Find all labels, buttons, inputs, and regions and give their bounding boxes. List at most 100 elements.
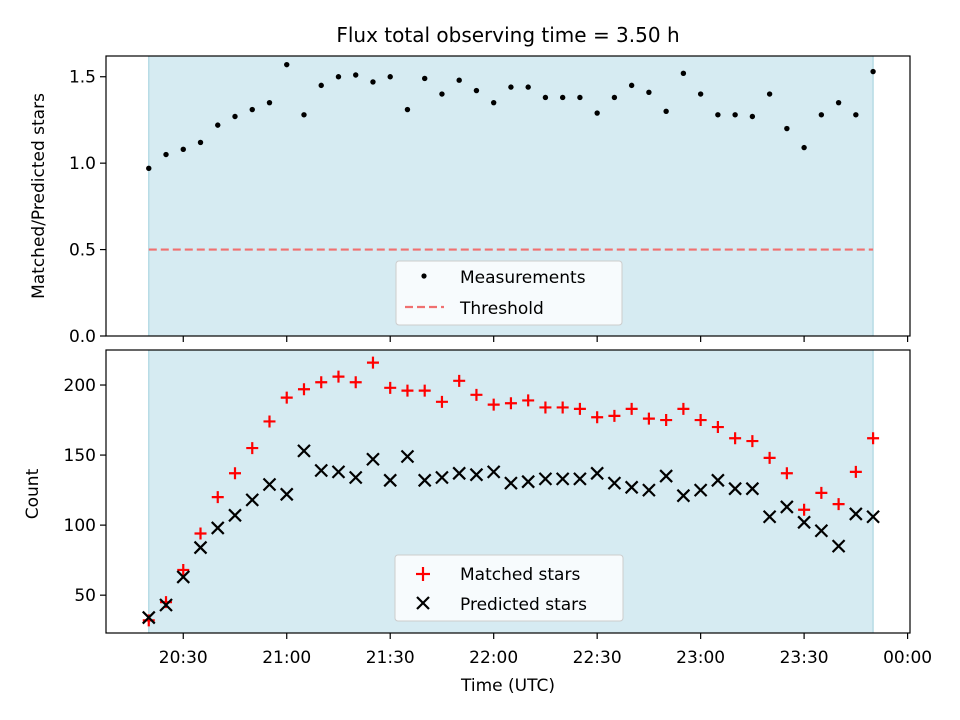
threshold-legend-label: Threshold xyxy=(459,299,544,319)
measurements-point xyxy=(715,112,721,118)
measurements-point xyxy=(197,139,204,146)
predicted-stars-point xyxy=(814,523,829,538)
matched-stars-point xyxy=(194,527,207,540)
matched-stars-point xyxy=(832,498,845,511)
ratio-legend: Measurements Threshold xyxy=(395,260,623,326)
matched-stars-point xyxy=(729,432,742,445)
matched-stars-point xyxy=(228,467,241,480)
ratio-axes-frame xyxy=(105,55,911,337)
matched-stars-legend-label: Matched stars xyxy=(460,565,580,585)
count-marks xyxy=(141,350,880,633)
measurements-point xyxy=(163,151,169,158)
matched-stars-point xyxy=(591,411,604,424)
predicted-stars-legend-marker xyxy=(416,596,430,610)
predicted-stars-point xyxy=(797,515,811,530)
ratio-y-axis-label: Matched/Predicted stars xyxy=(29,93,49,299)
predicted-stars-point xyxy=(607,476,622,490)
measurements-point xyxy=(318,82,324,89)
matched-stars-point xyxy=(746,435,759,448)
matched-stars-point xyxy=(711,421,724,434)
measurements-legend-label: Measurements xyxy=(460,268,586,288)
measurements-point xyxy=(353,72,359,78)
matched-stars-point xyxy=(539,401,552,414)
measurements-point xyxy=(646,89,652,95)
measurements-point xyxy=(215,122,221,128)
measurements-point xyxy=(697,91,704,97)
predicted-stars-point xyxy=(331,465,346,479)
count-y-tick-label: 150 xyxy=(64,446,96,466)
predicted-stars-point xyxy=(297,444,311,458)
predicted-stars-point xyxy=(193,540,208,555)
predicted-stars-point xyxy=(469,467,484,482)
count-x-tick-label: 00:00 xyxy=(883,648,932,668)
predicted-stars-point xyxy=(659,469,673,483)
matched-stars-point xyxy=(849,465,862,478)
ratio-y-tick-label: 1.5 xyxy=(69,68,96,88)
measurements-point xyxy=(853,112,859,118)
matched-stars-point xyxy=(867,432,880,445)
count-y-tick-label: 100 xyxy=(64,516,96,536)
count-x-tick-label: 23:00 xyxy=(676,648,725,668)
predicted-stars-legend-label: Predicted stars xyxy=(460,595,587,615)
ratio-y-ticks: 0.0 0.5 1.0 1.5 xyxy=(69,68,106,347)
predicted-stars-point xyxy=(676,488,691,503)
predicted-stars-point xyxy=(400,449,415,464)
predicted-stars-point xyxy=(279,487,294,502)
measurements-point xyxy=(335,74,342,80)
measurements-point xyxy=(508,84,514,90)
matched-stars-point xyxy=(556,401,569,414)
predicted-stars-point xyxy=(262,477,277,492)
matched-stars-point xyxy=(384,381,397,394)
matched-stars-point xyxy=(263,415,276,428)
matched-stars-point xyxy=(211,491,224,504)
count-panel: 50 100 150 200 20:30 21:00 21:30 22:00 22:30 23:… xyxy=(23,349,932,696)
predicted-stars-point xyxy=(642,483,656,497)
predicted-stars-point xyxy=(573,472,587,486)
measurements-point xyxy=(559,94,566,101)
predicted-stars-point xyxy=(486,465,501,479)
measurements-point xyxy=(284,61,290,68)
measurements-point xyxy=(404,106,411,113)
predicted-stars-point xyxy=(745,481,760,496)
measurements-point xyxy=(387,74,393,80)
measurements-point xyxy=(732,112,738,118)
count-x-tick-label: 20:30 xyxy=(159,648,208,668)
predicted-stars-point xyxy=(159,598,173,612)
predicted-stars-point xyxy=(624,480,639,495)
measurements-point xyxy=(266,99,273,106)
measurements-point xyxy=(439,91,445,97)
count-x-tick-label: 22:00 xyxy=(469,648,518,668)
measurements-point xyxy=(301,112,307,118)
count-x-tick-label: 21:00 xyxy=(262,648,311,668)
measurements-point xyxy=(628,82,635,89)
matched-stars-point xyxy=(642,412,655,425)
matched-stars-point xyxy=(418,384,431,397)
count-x-tick-label: 22:30 xyxy=(573,648,622,668)
count-y-tick-label: 50 xyxy=(74,586,96,606)
measurements-point xyxy=(490,99,497,106)
measurements-point xyxy=(249,106,255,113)
predicted-stars-point xyxy=(210,521,225,535)
measurements-point xyxy=(422,75,428,82)
matched-stars-point xyxy=(780,467,793,480)
ratio-panel: 0.0 0.5 1.0 1.5 Matched/Predicted stars Mea… xyxy=(29,55,911,347)
measurements-point xyxy=(801,144,807,151)
predicted-stars-point xyxy=(728,481,742,496)
count-y-tick-label: 200 xyxy=(64,376,96,396)
matched-stars-point xyxy=(453,374,466,387)
count-x-axis-label: Time (UTC) xyxy=(460,676,555,696)
measurements-point xyxy=(784,125,790,132)
predicted-stars-point xyxy=(780,500,794,514)
measurements-point xyxy=(611,94,618,101)
ratio-legend-box xyxy=(395,260,623,326)
predicted-stars-point xyxy=(555,472,570,486)
ratio-y-tick-label: 1.0 xyxy=(69,154,96,174)
matched-stars-point xyxy=(487,398,500,411)
ratio-x-ticks xyxy=(182,336,909,342)
matched-stars-point xyxy=(608,409,621,422)
measurements-point xyxy=(818,112,825,118)
measurements-legend-marker xyxy=(421,273,427,279)
measurements-point xyxy=(749,113,756,120)
count-x-ticks: 20:30 21:00 21:30 22:00 22:30 23:00 23:30 00:00 xyxy=(159,633,932,668)
matched-stars-point xyxy=(297,383,310,396)
